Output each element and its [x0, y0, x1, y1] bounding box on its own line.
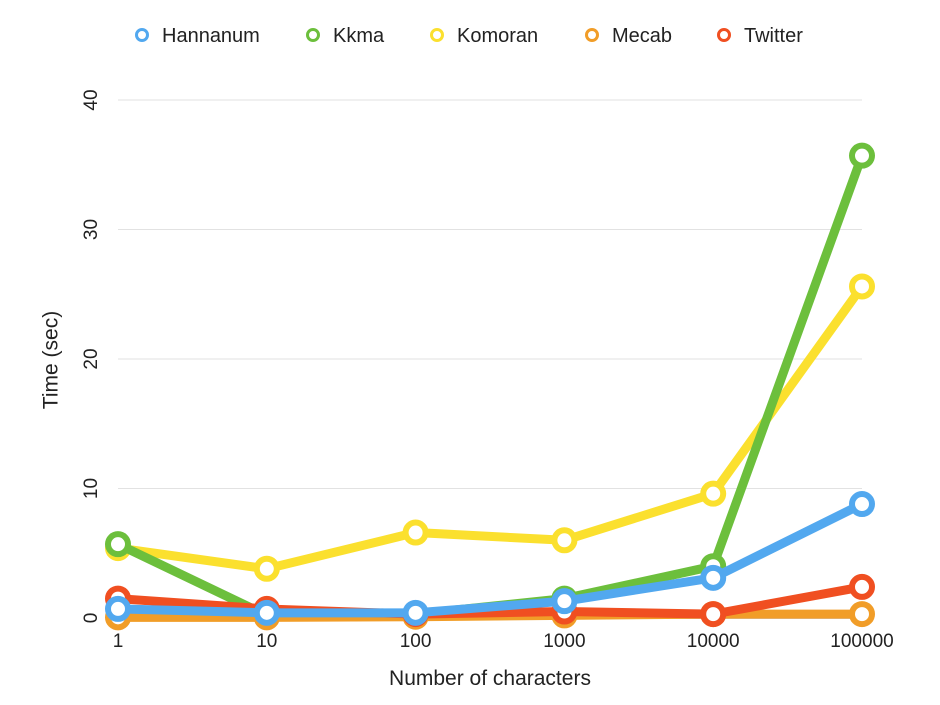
x-tick-label-1000: 1000 — [543, 631, 585, 652]
data-point-kkma-1 — [105, 531, 131, 558]
legend-marker-kkma — [306, 28, 320, 42]
legend-marker-hannanum — [135, 28, 149, 42]
data-point-twitter-10000 — [700, 601, 727, 628]
data-point-hannanum-1 — [105, 595, 131, 622]
x-tick-label-100000: 100000 — [830, 631, 893, 652]
data-point-hannanum-100 — [402, 599, 429, 626]
data-point-hannanum-1000 — [551, 588, 578, 615]
legend-marker-komoran — [430, 28, 444, 42]
data-point-kkma-100000 — [849, 142, 875, 169]
y-tick-label-10: 10 — [81, 478, 102, 499]
data-point-mecab-100000 — [849, 601, 875, 628]
legend-label-twitter: Twitter — [744, 25, 803, 47]
data-point-komoran-1000 — [551, 527, 578, 554]
y-tick-label-40: 40 — [81, 89, 102, 110]
data-point-hannanum-10000 — [700, 564, 727, 591]
y-tick-label-20: 20 — [81, 348, 102, 369]
legend-label-hannanum: Hannanum — [162, 25, 260, 47]
data-point-twitter-100000 — [849, 573, 875, 600]
legend-marker-mecab — [585, 28, 599, 42]
y-tick-label-0: 0 — [81, 613, 102, 624]
x-tick-label-1: 1 — [113, 631, 124, 652]
x-tick-label-10: 10 — [256, 631, 277, 652]
x-axis-title: Number of characters — [389, 667, 591, 690]
data-point-komoran-100000 — [849, 273, 875, 300]
series-line-hannanum — [113, 499, 867, 618]
legend-label-komoran: Komoran — [457, 25, 538, 47]
series-line-twitter — [113, 582, 867, 619]
data-point-komoran-10 — [253, 555, 280, 582]
y-axis-title: Time (sec) — [40, 311, 63, 409]
data-point-komoran-10000 — [700, 480, 727, 507]
legend-label-kkma: Kkma — [333, 25, 385, 47]
data-point-komoran-100 — [402, 519, 429, 546]
series-line-komoran — [113, 281, 867, 574]
x-tick-label-10000: 10000 — [687, 631, 740, 652]
legend-marker-twitter — [717, 28, 731, 42]
legend-label-mecab: Mecab — [612, 25, 672, 47]
y-tick-label-30: 30 — [81, 219, 102, 240]
data-point-hannanum-100000 — [849, 491, 875, 518]
data-point-hannanum-10 — [253, 599, 280, 626]
series-line-kkma — [113, 151, 867, 620]
x-tick-label-100: 100 — [400, 631, 432, 652]
